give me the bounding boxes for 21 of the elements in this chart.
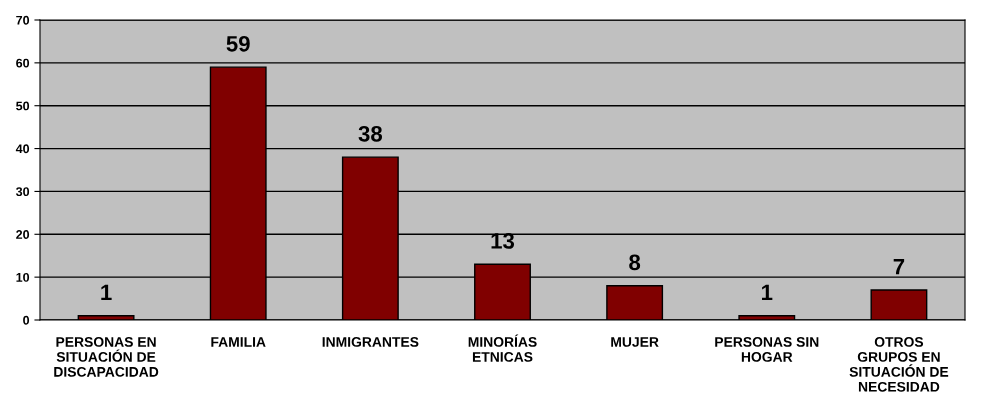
y-tick-label: 40 bbox=[15, 144, 30, 154]
y-tick-label: 10 bbox=[16, 272, 30, 282]
x-tick-label: INMIGRANTES bbox=[322, 337, 419, 347]
x-tick-label: MINORÍAS ETNICAS bbox=[468, 334, 537, 362]
x-tick-label: MUJER bbox=[611, 337, 659, 347]
data-label: 1 bbox=[101, 284, 112, 300]
data-label: 7 bbox=[893, 258, 905, 275]
y-tick-label: 50 bbox=[16, 101, 30, 111]
data-label: 1 bbox=[762, 284, 773, 300]
y-tick-label: 20 bbox=[16, 230, 30, 239]
x-tick-label: FAMILIA bbox=[211, 337, 266, 347]
y-tick-label: 70 bbox=[16, 15, 30, 25]
y-tick-label: 0 bbox=[23, 315, 30, 325]
x-tick-label: OTROS GRUPOS EN SITUACIÓN DE NECESIDAD bbox=[849, 337, 949, 392]
data-label: 59 bbox=[226, 35, 250, 52]
data-label: 38 bbox=[358, 125, 383, 142]
y-tick-label: 30 bbox=[15, 187, 30, 197]
y-tick-label: 60 bbox=[16, 58, 30, 68]
x-tick-label: PERSONAS EN SITUACIÓN DE DISCAPACIDAD bbox=[54, 337, 159, 377]
data-label: 8 bbox=[629, 254, 641, 271]
x-tick-label: PERSONAS SIN HOGAR bbox=[715, 337, 819, 362]
